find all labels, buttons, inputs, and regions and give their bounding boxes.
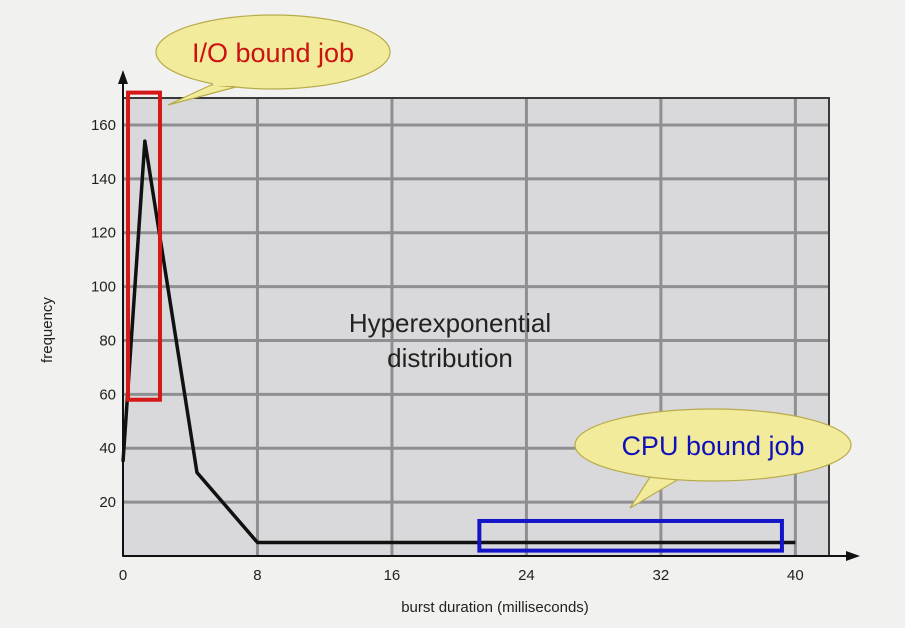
x-axis-arrow — [846, 551, 860, 561]
x-tick-label: 24 — [518, 567, 535, 584]
io-bound-highlight-box — [126, 90, 162, 402]
x-tick-label: 16 — [384, 567, 401, 584]
y-tick-label: 60 — [99, 386, 116, 403]
y-tick-label: 120 — [91, 225, 116, 242]
io-callout-ellipse — [155, 14, 391, 90]
y-tick-label: 20 — [99, 494, 116, 511]
y-tick-label: 100 — [91, 279, 116, 296]
y-tick-label: 160 — [91, 117, 116, 134]
y-axis-title: frequency — [39, 297, 56, 363]
cpu-callout-label: CPU bound job — [621, 431, 804, 461]
y-tick-label: 140 — [91, 171, 116, 188]
x-tick-label: 0 — [119, 567, 127, 584]
y-tick-label: 80 — [99, 332, 116, 349]
cpu-callout-ellipse — [574, 408, 852, 482]
io-callout-tail-cover — [213, 80, 235, 86]
x-tick-label: 8 — [253, 567, 261, 584]
center-annotation-line-1: Hyperexponential — [349, 308, 551, 338]
y-tick-label: 40 — [99, 440, 116, 457]
io-callout-label: I/O bound job — [192, 38, 354, 68]
x-tick-label: 32 — [653, 567, 670, 584]
cpu-bound-callout: CPU bound job — [574, 408, 852, 509]
center-annotation-line-2: distribution — [387, 343, 513, 373]
x-tick-label: 40 — [787, 567, 804, 584]
x-axis-title: burst duration (milliseconds) — [401, 599, 589, 616]
io-bound-callout: I/O bound job — [155, 14, 391, 106]
y-axis-arrow — [118, 70, 128, 84]
cpu-callout-tail-cover — [654, 468, 682, 476]
cpu-bound-highlight-box — [477, 518, 784, 553]
